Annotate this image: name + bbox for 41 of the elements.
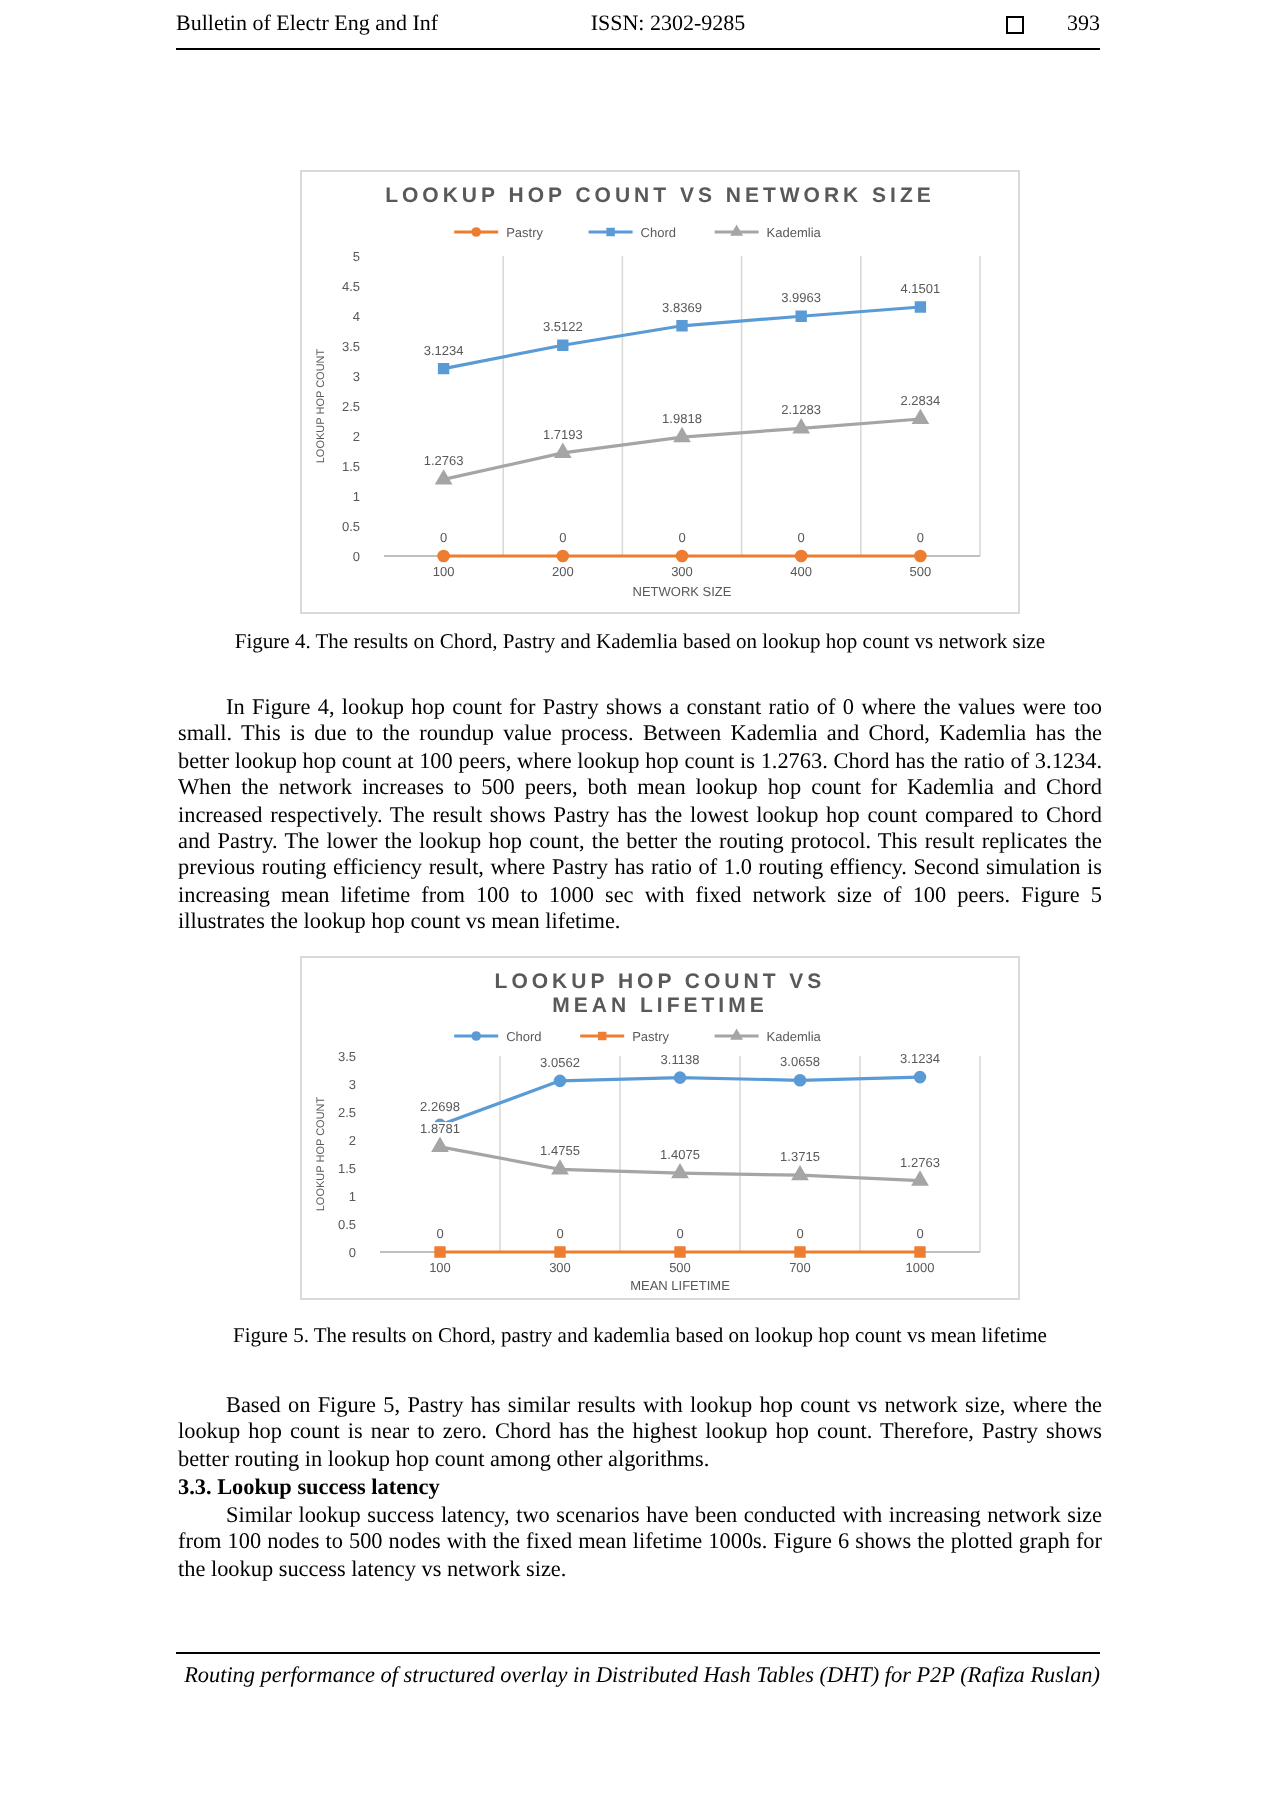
point bbox=[793, 419, 810, 434]
chart-title: LOOKUP HOP COUNT VS NETWORK SIZE bbox=[385, 184, 935, 208]
point bbox=[434, 1246, 446, 1258]
text: 393 bbox=[1065, 12, 1100, 39]
point bbox=[671, 1163, 689, 1179]
point bbox=[676, 320, 688, 332]
point bbox=[437, 362, 450, 375]
caption: Figure 4. The results on Chord, Pastry and Kademlia based on lookup hop count vs network size bbox=[232, 630, 1048, 657]
point bbox=[912, 409, 929, 425]
text: Similar lookup success latency, two scenarios have been conducted with increasing network size from 100 nodes to 500 nodes with the fixed mean lifetime 1000s. Figure 6 shows the plotted graph for the lookup success latency vs network size. bbox=[178, 1504, 1102, 1585]
point bbox=[556, 549, 570, 563]
point bbox=[911, 1171, 929, 1186]
point bbox=[795, 310, 807, 322]
point bbox=[554, 443, 571, 458]
point bbox=[914, 301, 927, 313]
point bbox=[435, 470, 452, 485]
text: Bulletin of Electr Eng and Inf bbox=[176, 12, 439, 39]
point bbox=[553, 1074, 567, 1088]
point bbox=[913, 1070, 927, 1084]
point bbox=[914, 549, 927, 563]
point bbox=[673, 427, 691, 443]
point bbox=[437, 549, 450, 563]
point bbox=[793, 1074, 807, 1087]
point bbox=[791, 1165, 809, 1181]
text: 3.3. Lookup success latency bbox=[178, 1476, 440, 1503]
point bbox=[675, 549, 689, 563]
point bbox=[431, 1137, 449, 1152]
point bbox=[551, 1160, 569, 1175]
point bbox=[557, 339, 569, 351]
point bbox=[794, 549, 808, 563]
text: Based on Figure 5, Pastry has similar results with lookup hop count vs network size, where the lookup hop count is near to zero. Chord has the highest lookup hop count. Therefore, Pastry shows better routing in lookup hop count among other algorithms. bbox=[178, 1394, 1102, 1475]
point bbox=[674, 1246, 686, 1258]
caption: Figure 5. The results on Chord, pastry and kademlia based on lookup hop count vs mean lifetime bbox=[231, 1324, 1049, 1351]
text: In Figure 4, lookup hop count for Pastry shows a constant ratio of 0 where the values were too small. This is due to the roundup value process. Between Kademlia and Chord, Kademlia has the better lookup hop count at 100 peers, where lookup hop count is 1.2763. Chord has the ratio of 3.1234. When the network increases to 500 peers, both mean lookup hop count for Kademlia and Chord increased respectively. The result shows Pastry has the lowest lookup hop count compared to Chord and Pastry. The lower the lookup hop count, the better the routing protocol. This result replicates the previous routing efficiency result, where Pastry has ratio of 1.0 routing effiency. Second simulation is increasing mean lifetime from 100 to 1000 sec with fixed network size of 100 peers. Figure 5 illustrates the lookup hop count vs mean lifetime. bbox=[178, 696, 1102, 935]
point bbox=[794, 1246, 806, 1258]
point bbox=[914, 1246, 926, 1258]
text: Routing performance of structured overlay in Distributed Hash Tables (DHT) for P2P (Rafiza Ruslan) bbox=[182, 1664, 1100, 1691]
text: ISSN: 2302-9285 bbox=[588, 12, 748, 39]
chart-title: LOOKUP HOP COUNT VS MEAN LIFETIME bbox=[494, 970, 826, 1018]
point bbox=[673, 1071, 687, 1084]
point bbox=[554, 1246, 566, 1258]
